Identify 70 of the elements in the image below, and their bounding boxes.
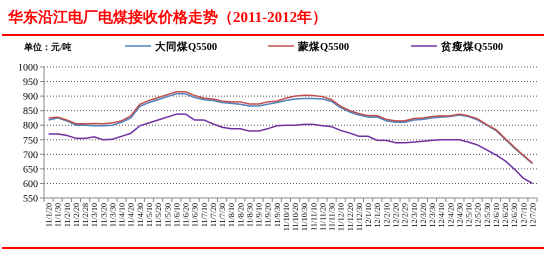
x-tick-label: 11/11/20 — [318, 203, 328, 231]
y-tick-label: 750 — [23, 135, 38, 146]
y-tick-label: 700 — [23, 150, 38, 161]
x-tick-label: 12/2/10 — [382, 203, 392, 228]
x-tick-label: 12/5/10 — [464, 203, 474, 228]
x-tick-label: 11/7/30 — [218, 203, 228, 228]
x-tick-label: 11/2/28 — [81, 203, 90, 228]
x-tick-label: 12/5/20 — [474, 203, 483, 228]
x-tick-label: 11/9/10 — [254, 203, 264, 228]
x-tick-label: 11/4/20 — [126, 203, 136, 228]
chart-title: 华东沿江电厂电煤接收价格走势（2011-2012年） — [7, 8, 328, 26]
x-tick-label: 11/3/10 — [90, 203, 100, 228]
x-tick-label: 11/5/30 — [163, 203, 172, 228]
x-tick-label: 11/5/20 — [154, 203, 164, 228]
x-tick-label: 11/6/20 — [182, 203, 191, 228]
x-tick-label: 12/6/20 — [501, 203, 510, 228]
x-tick-label: 11/11/10 — [309, 203, 318, 231]
y-tick-label: 850 — [23, 106, 38, 118]
x-tick-label: 12/1/20 — [373, 203, 382, 228]
y-tick-label: 900 — [23, 92, 38, 103]
x-tick-label: 11/7/20 — [208, 203, 218, 228]
x-tick-label: 12/6/30 — [510, 203, 520, 228]
legend-label: 蒙煤Q5500 — [297, 40, 350, 53]
x-tick-label: 11/1/30 — [54, 203, 63, 228]
x-tick-label: 12/2/29 — [400, 203, 410, 228]
y-tick-label: 600 — [23, 178, 38, 190]
x-tick-label: 11/10/10 — [282, 203, 291, 232]
x-tick-label: 11/6/30 — [190, 203, 200, 228]
x-tick-label: 11/9/30 — [272, 203, 282, 228]
y-tick-label: 1000 — [18, 62, 38, 74]
x-tick-label: 11/10/20 — [291, 203, 300, 232]
y-tick-label: 650 — [23, 164, 38, 176]
line-series — [48, 113, 534, 184]
x-tick-label: 11/4/10 — [118, 203, 127, 228]
x-tick-label: 11/11/30 — [328, 203, 337, 231]
x-tick-label: 11/10/30 — [300, 203, 310, 232]
x-tick-label: 11/8/10 — [227, 203, 236, 228]
x-tick-label: 11/2/20 — [72, 203, 81, 228]
legend-label: 大同煤Q5500 — [155, 40, 218, 53]
y-tick-label: 950 — [23, 77, 38, 88]
x-tick-label: 12/3/10 — [410, 203, 419, 228]
x-tick-label: 11/9/20 — [264, 203, 273, 228]
x-tick-label: 11/1/20 — [44, 203, 54, 228]
x-tick-label: 11/12/20 — [346, 203, 355, 232]
x-tick-label: 12/7/10 — [519, 203, 528, 228]
x-tick-label: 12/6/10 — [492, 203, 501, 228]
x-tick-label: 11/3/30 — [108, 203, 118, 228]
x-tick-label: 12/4/20 — [446, 203, 456, 228]
y-axis-title: 单位：元/吨 — [23, 42, 72, 52]
x-tick-label: 11/5/10 — [144, 203, 154, 228]
x-tick-label: 11/7/10 — [200, 203, 209, 228]
x-tick-label: 12/1/10 — [364, 203, 374, 228]
x-tick-label: 12/5/30 — [482, 203, 492, 228]
y-tick-label: 550 — [23, 194, 38, 204]
x-tick-label: 12/7/20 — [528, 203, 538, 228]
x-tick-label: 12/4/30 — [455, 203, 464, 228]
y-tick-label: 800 — [23, 120, 38, 132]
x-tick-label: 11/2/10 — [62, 203, 72, 228]
x-tick-label: 12/2/20 — [391, 203, 400, 228]
x-tick-label: 11/4/30 — [136, 203, 145, 228]
x-tick-label: 12/3/30 — [428, 203, 438, 228]
x-tick-label: 11/6/10 — [172, 203, 182, 228]
x-tick-label: 11/8/20 — [236, 203, 246, 228]
x-tick-label: 11/12/30 — [354, 203, 364, 232]
x-tick-label: 12/4/10 — [437, 203, 446, 228]
legend-label: 贫瘦煤Q5500 — [440, 40, 504, 53]
x-tick-label: 11/3/20 — [99, 203, 108, 228]
x-tick-label: 12/3/20 — [418, 203, 428, 228]
x-tick-label: 11/12/10 — [336, 203, 346, 232]
x-tick-label: 11/8/30 — [245, 203, 254, 228]
